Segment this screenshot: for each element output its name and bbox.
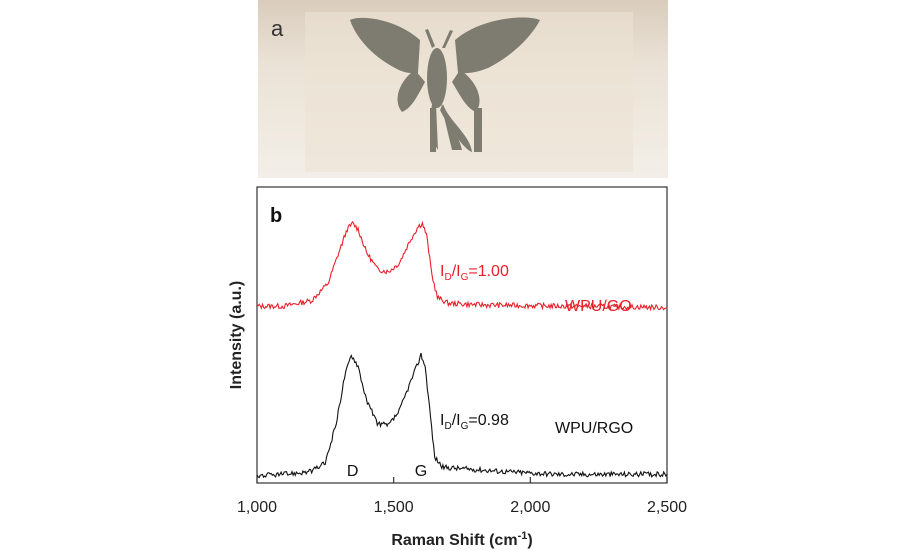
ratio-label: ID/IG=1.00 (440, 263, 509, 283)
ratio-part: /I (452, 412, 461, 429)
ratio-part: D (444, 421, 451, 432)
panel-a-label: a (271, 16, 284, 41)
ratio-label: ID/IG=0.98 (440, 412, 509, 432)
x-tick-label: 2,500 (647, 499, 687, 516)
series-name-label: WPU/GO (565, 298, 632, 315)
y-axis-label: Intensity (a.u.) (228, 281, 245, 389)
x-tick-label: 1,500 (374, 499, 414, 516)
x-axis-label-sup: -1 (518, 530, 528, 542)
panel-b-label: b (270, 205, 282, 227)
plot-frame (256, 186, 668, 484)
x-axis-label: Raman Shift (cm-1) (391, 530, 532, 549)
ratio-part: /I (452, 263, 461, 280)
x-axis-label-main: Raman Shift (cm (391, 532, 517, 549)
x-tick-label: 2,000 (510, 499, 550, 516)
peak-label-g: G (415, 463, 427, 480)
ratio-part: =0.98 (468, 412, 509, 429)
series-lines (256, 220, 668, 479)
ratio-part: D (444, 272, 451, 283)
x-tick-label: 1,000 (237, 499, 277, 516)
raman-chart: b 1,000 1,500 2,000 2,500 ID/IG=1.00WPU/GOI… (228, 186, 687, 549)
ratio-part: I (440, 412, 444, 429)
butterfly-icon (350, 17, 540, 152)
series-name-label: WPU/RGO (555, 420, 633, 437)
panel-a-photo: a (258, 0, 668, 178)
x-axis-label-end: ) (527, 532, 532, 549)
series-line-wpu-rgo (256, 352, 668, 479)
ratio-part: G (461, 272, 469, 283)
peak-label-d: D (347, 463, 359, 480)
ratio-part: G (461, 421, 469, 432)
ratio-part: I (440, 263, 444, 280)
x-axis-ticks: 1,000 1,500 2,000 2,500 (237, 477, 687, 516)
ratio-part: =1.00 (468, 263, 509, 280)
series-line-wpu-go (256, 220, 668, 312)
